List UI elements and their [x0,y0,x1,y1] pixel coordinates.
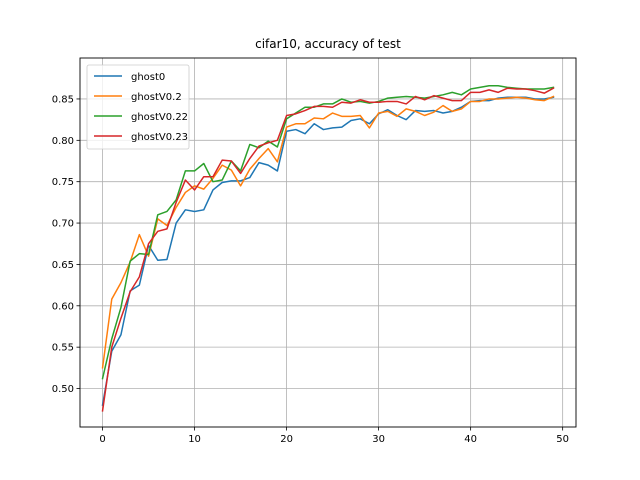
legend: ghost0 ghostV0.2 ghostV0.22 ghostV0.23 [86,64,190,150]
series-line-ghostv0-23 [101,87,555,412]
x-tick-label: 0 [99,434,105,445]
y-tick-label: 0.80 [52,136,74,147]
legend-label: ghostV0.22 [131,112,188,123]
y-tick-label: 0.50 [52,384,74,395]
y-tick-label: 0.85 [52,94,74,105]
y-tick-label: 0.60 [52,301,74,312]
y-tick-label: 0.65 [52,260,74,271]
y-tick-label: 0.75 [52,177,74,188]
x-tick-label: 40 [464,434,477,445]
series-line-ghostv0-22 [101,84,555,380]
plot-frame [79,57,577,428]
legend-label: ghost0 [131,72,165,83]
legend-label: ghostV0.23 [131,132,188,143]
x-tick-label: 20 [280,434,293,445]
legend-label: ghostV0.2 [131,92,182,103]
x-tick-label: 10 [188,434,201,445]
chart-title: cifar10, accuracy of test [255,37,401,51]
y-tick-label: 0.70 [52,219,74,230]
series-line-ghostv0-2 [101,95,555,369]
series-lines [101,84,555,412]
legend-box [86,64,190,150]
x-tick-label: 50 [556,434,569,445]
y-axis: 0.50 0.55 0.60 0.65 0.70 0.75 0.80 0.85 [52,94,80,395]
y-tick-label: 0.55 [52,343,74,354]
x-tick-label: 30 [372,434,385,445]
x-axis: 0 10 20 30 40 50 [99,427,569,445]
